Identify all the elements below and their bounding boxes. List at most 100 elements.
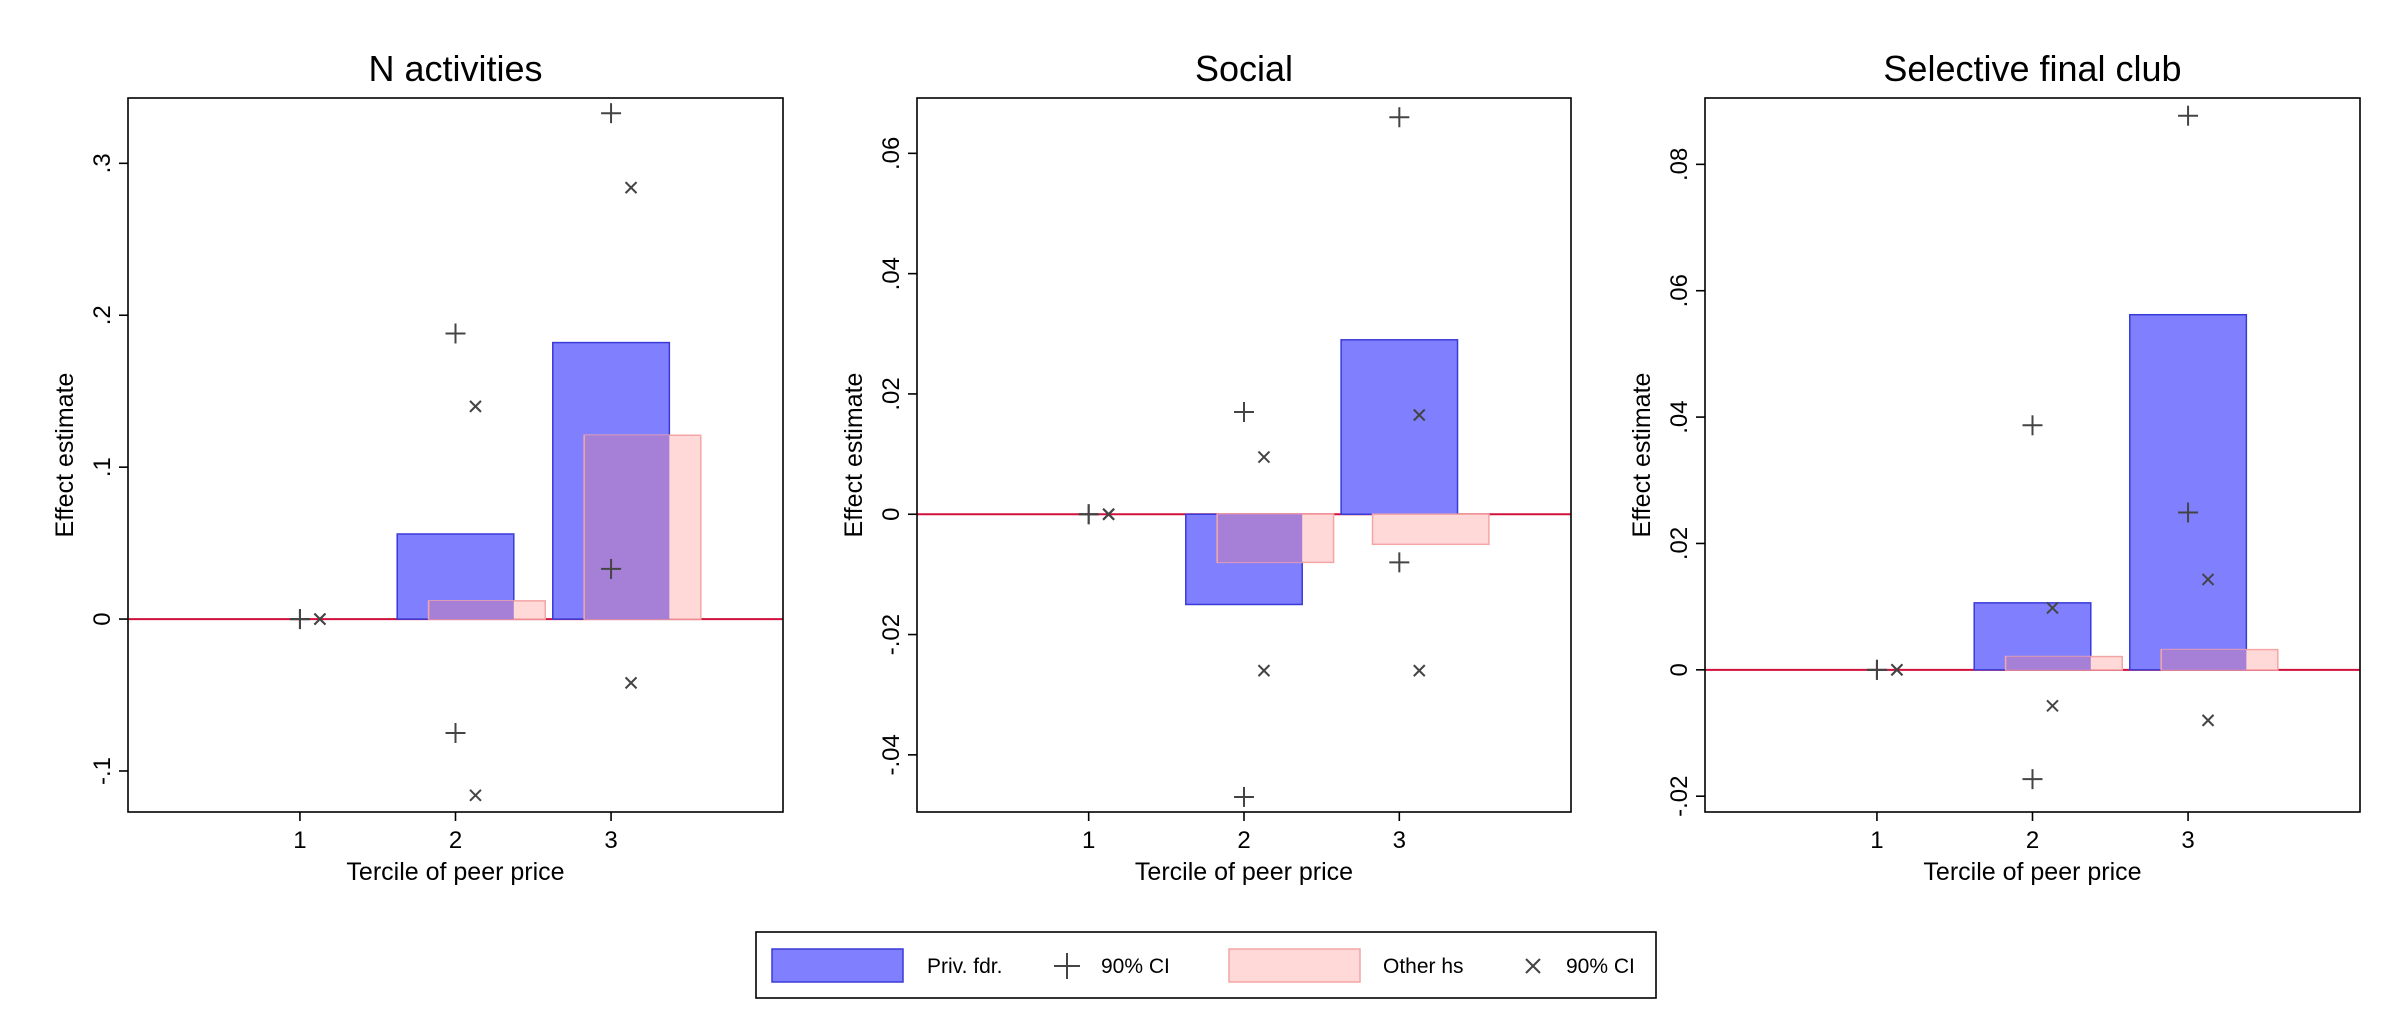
chart-title: N activities: [368, 48, 542, 89]
ci-plus-marker: [2022, 415, 2043, 436]
ci-x-b: [1257, 664, 1271, 677]
ci-plus-marker: [1866, 659, 1887, 680]
legend-label-other: Other hs: [1383, 955, 1464, 978]
ci-x-marker: [469, 400, 482, 413]
y-axis-label: Effect estimate: [1628, 373, 1656, 538]
x-tick-label: 2: [2026, 827, 2039, 854]
ci-x-marker: [1413, 408, 1426, 422]
bar-overlap: [1217, 514, 1303, 563]
x-tick-label: 3: [604, 827, 617, 854]
ci-x-marker: [624, 181, 638, 194]
ci-x-marker: [2046, 699, 2059, 713]
legend-plus-marker: [1054, 953, 1080, 979]
y-tick-label: .02: [1666, 527, 1693, 560]
ci-x-b: [2046, 699, 2059, 713]
chart-panels: N activities -.1 0 .1 .2 .3 1 2 3 Tercile of peer…: [51, 48, 2361, 886]
x-axis-label: Tercile of peer price: [346, 858, 564, 886]
legend-label-priv: Priv. fdr.: [927, 955, 1002, 978]
ci-plus-marker: [289, 609, 310, 630]
ci-x-b: [624, 181, 638, 194]
y-tick-label: .1: [89, 457, 116, 477]
ci-x-marker: [1102, 508, 1115, 521]
legend-swatch-priv: [771, 948, 904, 983]
legend-x-marker: [1525, 958, 1541, 974]
bar-overlap: [584, 435, 670, 620]
chart-panel-1: N activities -.1 0 .1 .2 .3 1 2 3 Tercile of peer…: [51, 48, 784, 886]
ci-plus-marker: [1078, 504, 1099, 525]
x-tick-label: 2: [449, 827, 462, 854]
legend: Priv. fdr. 90% CI Other hs 90% CI: [755, 931, 1657, 999]
y-tick-label: -.02: [878, 614, 905, 655]
ci-plus-marker: [1389, 107, 1410, 128]
ci-x-marker: [2201, 714, 2215, 727]
ci-x-b: [469, 400, 482, 413]
ci-x-b: [313, 612, 327, 626]
ci-x-b: [469, 789, 482, 802]
ci-plus-marker: [2178, 502, 2199, 523]
ci-plus-marker: [445, 323, 466, 344]
ci-x-b: [1413, 408, 1426, 422]
y-tick-label: .04: [1666, 400, 1693, 433]
ci-x-marker: [1257, 664, 1271, 677]
ci-x-b: [2201, 573, 2215, 586]
legend-swatch-other: [1228, 948, 1361, 983]
ci-plus-marker: [1234, 401, 1254, 422]
y-axis-label: Effect estimate: [840, 373, 868, 538]
legend-label-ci-other: 90% CI: [1566, 955, 1635, 978]
y-tick-label: 0: [1666, 663, 1693, 676]
plot-frame: [1704, 97, 2361, 813]
ci-x-marker: [1257, 450, 1271, 464]
ci-plus-marker: [1389, 552, 1410, 573]
ci-x-marker: [2201, 573, 2215, 586]
ci-x-b: [1890, 663, 1904, 677]
ci-x-marker: [1890, 663, 1904, 677]
x-tick-label: 3: [1393, 827, 1406, 854]
ci-plus-marker: [601, 558, 622, 579]
x-tick-label: 2: [1237, 827, 1250, 854]
y-tick-label: .02: [878, 377, 905, 410]
ci-plus-marker: [2178, 105, 2199, 126]
ci-plus-marker: [1234, 786, 1254, 807]
bar-priv-fdr: [2129, 313, 2248, 671]
y-tick-label: -.02: [1666, 776, 1693, 817]
y-tick-label: 0: [878, 508, 905, 521]
ci-plus-marker: [445, 723, 466, 744]
ci-x-b: [2201, 714, 2215, 727]
y-tick-label: .3: [89, 153, 116, 173]
y-tick-label: .06: [1666, 274, 1693, 307]
ci-x-b: [1102, 508, 1115, 521]
legend-frame: [755, 931, 1657, 999]
chart-panel-3: Selective final club -.02 0 .02 .04 .06 .08 1 2 3…: [1628, 48, 2361, 886]
bar-overlap: [2005, 656, 2091, 670]
y-tick-label: .06: [878, 137, 905, 170]
y-tick-label: .08: [1666, 148, 1693, 181]
x-tick-label: 1: [1082, 827, 1095, 854]
ci-x-b: [1413, 664, 1426, 677]
x-tick-label: 1: [1870, 827, 1883, 854]
ci-x-marker: [469, 789, 482, 802]
y-tick-label: -.1: [89, 757, 116, 785]
y-tick-label: -.04: [878, 734, 905, 775]
chart-panel-2: Social -.04 -.02 0 .02 .04 .06 1 2 3 Tercile of pe…: [840, 48, 1572, 886]
ci-x-marker: [313, 612, 327, 626]
x-tick-label: 1: [293, 827, 306, 854]
y-tick-label: .04: [878, 257, 905, 290]
legend-label-ci-priv: 90% CI: [1101, 955, 1170, 978]
x-tick-label: 3: [2181, 827, 2194, 854]
ci-x-b: [2046, 601, 2059, 615]
x-axis-label: Tercile of peer price: [1923, 858, 2141, 886]
ci-plus-marker: [2022, 769, 2043, 790]
chart-title: Social: [1195, 48, 1293, 89]
ci-x-marker: [624, 676, 638, 690]
chart-title: Selective final club: [1883, 48, 2181, 89]
ci-x-b: [1257, 450, 1271, 464]
y-axis-label: Effect estimate: [51, 373, 79, 538]
ci-x-marker: [1413, 664, 1426, 677]
y-tick-label: .2: [89, 305, 116, 325]
ci-x-b: [624, 676, 638, 690]
bar-overlap: [2161, 649, 2247, 670]
ci-x-marker: [2046, 601, 2059, 615]
bar-other-hs: [1371, 513, 1490, 546]
ci-plus-marker: [601, 103, 622, 124]
